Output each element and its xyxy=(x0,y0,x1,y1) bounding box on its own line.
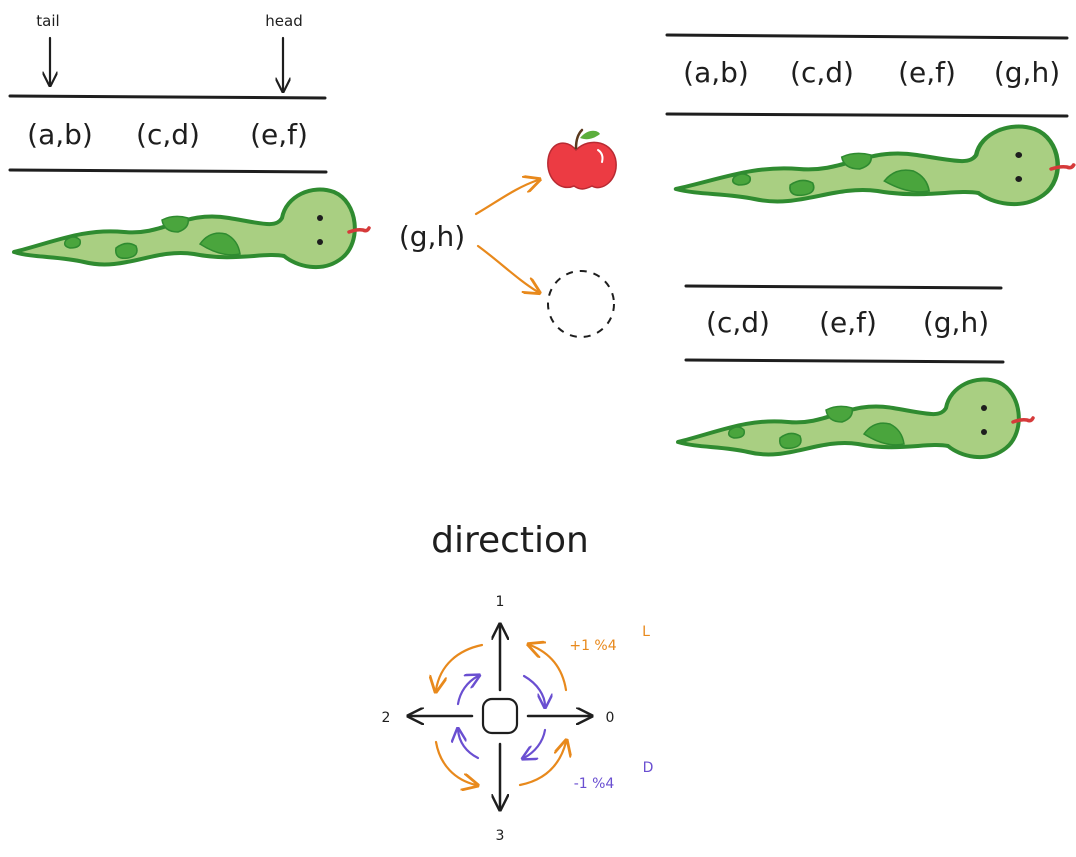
right-turn-key: D xyxy=(643,760,654,776)
branch-arrow-empty xyxy=(476,244,538,292)
new-point-label: (g,h) xyxy=(399,220,465,253)
direction-label-right: 0 xyxy=(606,710,615,726)
square-head-icon xyxy=(481,697,519,735)
tail-label: tail xyxy=(36,12,59,30)
move-queue-cell-3: (g,h) xyxy=(923,306,989,339)
move-queue-top-rule xyxy=(684,284,1003,290)
direction-label-up: 1 xyxy=(496,594,505,610)
grow-queue-cell-2: (c,d) xyxy=(790,56,854,89)
move-queue-cell-2: (e,f) xyxy=(819,306,877,339)
move-queue-group: (c,d) (e,f) (g,h) xyxy=(676,284,1035,460)
queue-cell-2: (c,d) xyxy=(136,118,200,151)
left-turn-key: L xyxy=(642,624,650,640)
direction-label-down: 3 xyxy=(496,828,505,844)
original-queue-group: tail head (a,b) (c,d) (e,f) xyxy=(8,12,371,270)
branch-arrow-apple xyxy=(474,180,538,216)
move-queue-bottom-rule xyxy=(684,358,1005,364)
left-turn-formula: +1 %4 xyxy=(569,638,616,654)
direction-group: direction 1 3 2 0 +1 %4 L -1 %4 D xyxy=(382,520,654,844)
branch-group: (g,h) xyxy=(399,128,617,338)
queue-top-rule xyxy=(8,94,327,100)
grow-queue-cell-1: (a,b) xyxy=(683,56,749,89)
head-label: head xyxy=(265,12,302,30)
left-turn-arrows xyxy=(436,645,566,785)
grow-queue-bottom-rule xyxy=(665,112,1069,118)
grow-queue-group: (a,b) (c,d) (e,f) (g,h) xyxy=(665,33,1074,205)
right-turn-arrows xyxy=(458,676,545,758)
apple-icon xyxy=(547,128,617,190)
snake-icon xyxy=(676,377,1035,460)
grow-queue-cell-4: (g,h) xyxy=(994,56,1060,89)
grow-queue-top-rule xyxy=(665,33,1069,40)
move-queue-cell-1: (c,d) xyxy=(706,306,770,339)
right-turn-formula: -1 %4 xyxy=(574,776,615,792)
snake-icon xyxy=(12,187,371,270)
direction-title: direction xyxy=(431,520,589,561)
direction-label-left: 2 xyxy=(382,710,391,726)
queue-cell-1: (a,b) xyxy=(27,118,93,151)
empty-cell-icon xyxy=(547,270,615,338)
queue-cell-3: (e,f) xyxy=(250,118,308,151)
queue-bottom-rule xyxy=(8,168,328,174)
snake-icon xyxy=(676,127,1074,205)
grow-queue-cell-3: (e,f) xyxy=(898,56,956,89)
